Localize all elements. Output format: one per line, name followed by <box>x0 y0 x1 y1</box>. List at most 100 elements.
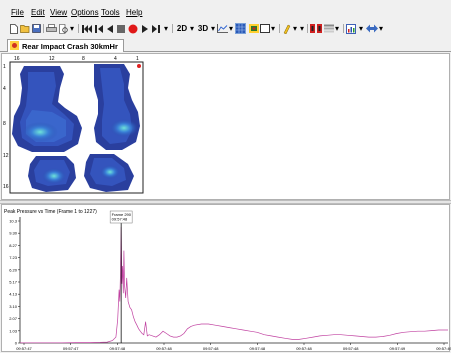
chart-title: Peak Pressure vs Time (Frame 1 to 1227) <box>4 209 97 215</box>
row-label: 8 <box>3 121 6 127</box>
view-3d-button[interactable]: 3D <box>196 23 210 34</box>
dropdown-arrow-icon[interactable]: ▾ <box>292 24 297 33</box>
last-frame-icon[interactable] <box>152 23 161 34</box>
stop-icon[interactable] <box>117 23 125 34</box>
pressure-grid-icon[interactable] <box>235 23 246 34</box>
pane-splitter[interactable] <box>0 200 451 204</box>
x-tick-label: 09:57:48 <box>343 346 359 351</box>
report-icon[interactable] <box>346 23 356 34</box>
x-tick-label: 09:57:48 <box>296 346 312 351</box>
dropdown-arrow-icon[interactable]: ▾ <box>270 24 275 33</box>
x-tick-label: 09:57:47 <box>16 346 32 351</box>
menu-tools[interactable]: Tools <box>101 8 120 18</box>
sensor-map-icon[interactable] <box>248 23 259 34</box>
view-3d-label: 3D <box>197 24 209 33</box>
pressure-region-upper-right <box>94 64 140 150</box>
view-2d-label: 2D <box>176 24 188 33</box>
x-tick-label: 09:57:48 <box>203 346 219 351</box>
dropdown-arrow-icon[interactable]: ▾ <box>358 24 363 33</box>
column-label: 8 <box>82 56 85 62</box>
view-2d-button[interactable]: 2D <box>175 23 189 34</box>
menu-view[interactable]: View <box>50 8 67 18</box>
frame-tooltip <box>109 210 133 224</box>
play-icon[interactable] <box>142 23 148 34</box>
dropdown-arrow-icon[interactable]: ▾ <box>163 24 168 33</box>
previous-frame-icon[interactable] <box>95 23 104 34</box>
new-file-icon[interactable] <box>9 23 18 34</box>
frame-outline-icon[interactable] <box>260 23 270 34</box>
menu-edit-label: Edit <box>31 8 45 17</box>
frame-tooltip-frame: Frame 290 <box>112 212 132 217</box>
row-label: 4 <box>3 86 6 92</box>
plot-area <box>20 226 448 344</box>
column-label: 16 <box>14 56 20 62</box>
toolbar-separator <box>172 24 173 33</box>
step-back-icon[interactable] <box>107 23 113 34</box>
row-label: 1 <box>3 64 6 70</box>
menu-file-label: File <box>11 8 24 17</box>
sensor-origin-marker[interactable] <box>137 64 141 68</box>
toolbar-separator <box>43 24 44 33</box>
x-tick-label: 09:57:48 <box>156 346 172 351</box>
x-tick-label: 09:57:47 <box>63 346 79 351</box>
toolbar: ▾ ▾ 2D ▾ 3D ▾ ▾ ▾ ▾ ▾ <box>0 21 451 36</box>
y-tick-label: 10.3 <box>9 219 18 224</box>
graph-icon[interactable] <box>217 23 228 34</box>
y-tick-label: 4.13 <box>9 292 18 297</box>
tab-rear-impact-crash[interactable]: Rear Impact Crash 30kmHr <box>7 39 124 52</box>
y-tick-label: 1.03 <box>9 328 18 333</box>
x-tick-label: 09:57:49 <box>436 346 451 351</box>
first-frame-icon[interactable] <box>82 23 92 34</box>
tools-icon[interactable] <box>366 23 378 34</box>
dropdown-arrow-icon[interactable]: ▾ <box>299 24 304 33</box>
y-tick-label: 7.23 <box>9 255 18 260</box>
pressure-map-svg: 16 12 8 4 1 1 4 8 12 16 <box>3 56 144 194</box>
print-preview-icon[interactable] <box>59 23 69 34</box>
pressure-region-lower-right <box>84 154 134 192</box>
menu-options[interactable]: Options <box>71 8 99 18</box>
y-tick-label: 2.07 <box>9 316 18 321</box>
dropdown-arrow-icon[interactable]: ▾ <box>334 24 339 33</box>
menu-edit[interactable]: Edit <box>31 8 45 18</box>
y-tick-label: 5.17 <box>9 280 18 285</box>
y-tick-label: 9.30 <box>9 231 18 236</box>
menu-file[interactable]: File <box>11 8 24 18</box>
menu-options-label: Options <box>71 8 99 17</box>
dropdown-arrow-icon[interactable]: ▾ <box>228 24 233 33</box>
y-tick-label: 3.10 <box>9 304 18 309</box>
y-tick-label: 6.20 <box>9 267 18 272</box>
y-tick-label: 8.27 <box>9 243 18 248</box>
menu-help[interactable]: Help <box>126 8 142 18</box>
column-label: 4 <box>114 56 117 62</box>
x-tick-label: 09:57:49 <box>390 346 406 351</box>
peak-pressure-graph-pane: Peak Pressure vs Time (Frame 1 to 1227) … <box>1 204 451 352</box>
dropdown-arrow-icon[interactable]: ▾ <box>210 24 215 33</box>
toolbar-separator <box>307 24 308 33</box>
dropdown-arrow-icon[interactable]: ▾ <box>378 24 383 33</box>
pressure-region-upper-left <box>12 66 82 152</box>
open-folder-icon[interactable] <box>20 23 31 34</box>
compare-icon[interactable] <box>310 23 322 34</box>
marker-icon[interactable] <box>282 23 292 34</box>
save-icon[interactable] <box>32 23 41 34</box>
column-label: 12 <box>49 56 55 62</box>
dropdown-arrow-icon[interactable]: ▾ <box>69 24 74 33</box>
peak-pressure-chart: Peak Pressure vs Time (Frame 1 to 1227) … <box>4 209 451 351</box>
document-tab-strip: Rear Impact Crash 30kmHr <box>0 37 451 52</box>
frame-cursor[interactable]: Frame 290 09:57:48 <box>109 210 133 343</box>
menu-tools-label: Tools <box>101 8 120 17</box>
legend-icon[interactable] <box>324 23 334 34</box>
toolbar-separator <box>78 24 79 33</box>
record-icon[interactable] <box>128 23 138 34</box>
y-axis: 0 1.03 2.07 3.10 4.13 5.17 6.20 7.23 8.27 9.30 10.… <box>9 217 21 346</box>
x-tick-label: 09:57:48 <box>110 346 126 351</box>
column-label: 1 <box>136 56 139 62</box>
x-axis: 09:57:47 09:57:47 09:57:48 09:57:48 09:57:48… <box>16 342 451 351</box>
print-icon[interactable] <box>46 23 57 34</box>
row-label: 16 <box>3 184 9 190</box>
pressure-map-icon <box>10 40 19 52</box>
dropdown-arrow-icon[interactable]: ▾ <box>189 24 194 33</box>
tab-label: Rear Impact Crash 30kmHr <box>22 41 118 51</box>
frame-tooltip-time: 09:57:48 <box>112 217 128 222</box>
pressure-map-pane: 16 12 8 4 1 1 4 8 12 16 <box>1 53 450 200</box>
